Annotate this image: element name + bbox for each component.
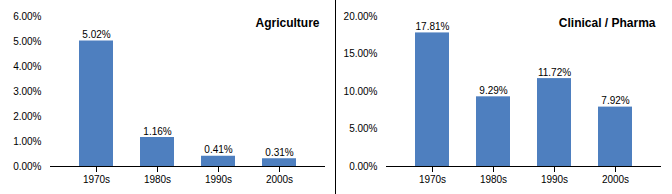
- svg-text:5.00%: 5.00%: [13, 36, 41, 47]
- svg-text:20.00%: 20.00%: [344, 11, 378, 22]
- svg-text:17.81%: 17.81%: [416, 21, 450, 32]
- svg-text:2000s: 2000s: [602, 174, 629, 185]
- svg-text:1980s: 1980s: [480, 174, 507, 185]
- svg-text:7.92%: 7.92%: [601, 95, 629, 106]
- svg-text:3.00%: 3.00%: [13, 86, 41, 97]
- svg-text:0.41%: 0.41%: [204, 144, 232, 155]
- svg-text:6.00%: 6.00%: [13, 11, 41, 22]
- svg-text:1.16%: 1.16%: [143, 126, 171, 137]
- svg-text:1.00%: 1.00%: [13, 136, 41, 147]
- svg-text:Clinical / Pharma: Clinical / Pharma: [559, 16, 656, 30]
- svg-text:2.00%: 2.00%: [13, 111, 41, 122]
- svg-text:1980s: 1980s: [144, 174, 171, 185]
- svg-text:4.00%: 4.00%: [13, 61, 41, 72]
- svg-text:1970s: 1970s: [419, 174, 446, 185]
- svg-text:2000s: 2000s: [266, 174, 293, 185]
- svg-text:1990s: 1990s: [205, 174, 232, 185]
- svg-text:9.29%: 9.29%: [479, 85, 507, 96]
- svg-text:1990s: 1990s: [541, 174, 568, 185]
- svg-text:10.00%: 10.00%: [344, 86, 378, 97]
- svg-text:1970s: 1970s: [83, 174, 110, 185]
- svg-text:5.00%: 5.00%: [349, 123, 377, 134]
- svg-text:0.31%: 0.31%: [265, 147, 293, 158]
- svg-text:15.00%: 15.00%: [344, 48, 378, 59]
- svg-text:Agriculture: Agriculture: [255, 16, 319, 30]
- svg-text:0.00%: 0.00%: [349, 161, 377, 172]
- svg-text:5.02%: 5.02%: [82, 29, 110, 40]
- svg-text:0.00%: 0.00%: [13, 161, 41, 172]
- svg-text:11.72%: 11.72%: [538, 67, 571, 78]
